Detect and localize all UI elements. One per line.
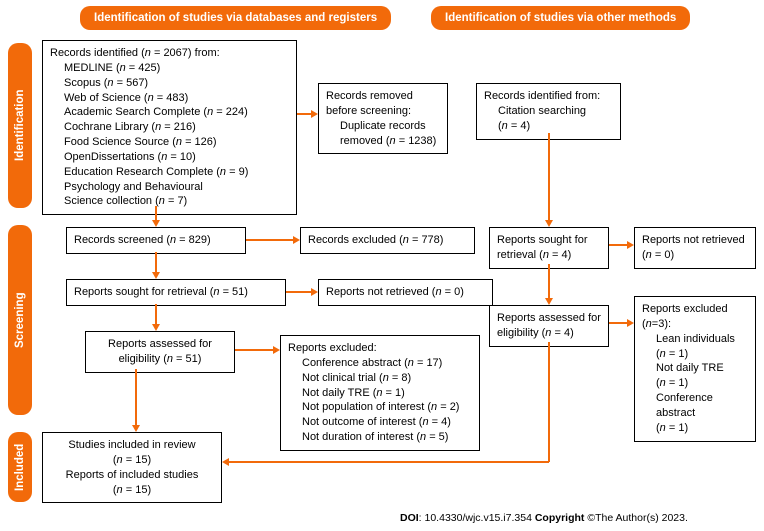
arrow-head xyxy=(293,236,300,244)
arrow xyxy=(609,244,627,246)
arrow xyxy=(548,342,550,462)
box-citation: Records identified from: Citation search… xyxy=(476,83,621,140)
arrow-head xyxy=(152,272,160,279)
arrow xyxy=(246,239,293,241)
box-records-identified: Records identified (n = 2067) from: MEDL… xyxy=(42,40,297,215)
box-included: Studies included in review (n = 15) Repo… xyxy=(42,432,222,503)
arrow-head xyxy=(222,458,229,466)
box-excluded-main: Reports excluded: Conference abstract (n… xyxy=(280,335,480,451)
arrow-head xyxy=(627,241,634,249)
arrow xyxy=(286,291,311,293)
arrow-head xyxy=(273,346,280,354)
arrow-head xyxy=(545,220,553,227)
arrow xyxy=(135,369,137,425)
arrow-head xyxy=(627,319,634,327)
arrow xyxy=(548,133,550,220)
box-assessed4: Reports assessed for eligibility (n = 4) xyxy=(489,305,609,347)
arrow xyxy=(155,252,157,272)
box-sought51: Reports sought for retrieval (n = 51) xyxy=(66,279,286,306)
box-sought4: Reports sought for retrieval (n = 4) xyxy=(489,227,609,269)
arrow-head xyxy=(311,110,318,118)
arrow-head xyxy=(152,220,160,227)
arrow xyxy=(155,206,157,220)
arrow xyxy=(235,349,273,351)
side-included: Included xyxy=(8,432,32,502)
box-excluded778: Records excluded (n = 778) xyxy=(300,227,475,254)
side-identification: Identification xyxy=(8,43,32,208)
box-excluded3: Reports excluded (n=3): Lean individuals… xyxy=(634,296,756,442)
arrow-head xyxy=(132,425,140,432)
box-notret0: Reports not retrieved (n = 0) xyxy=(318,279,493,306)
arrow-head xyxy=(545,298,553,305)
box-records-removed: Records removed before screening: Duplic… xyxy=(318,83,448,154)
box-screened: Records screened (n = 829) xyxy=(66,227,246,254)
arrow xyxy=(548,264,550,298)
arrow xyxy=(297,113,311,115)
box-assessed51: Reports assessed for eligibility (n = 51… xyxy=(85,331,235,373)
box-notret0b: Reports not retrieved (n = 0) xyxy=(634,227,756,269)
arrow xyxy=(155,304,157,324)
footer-doi: DOI: 10.4330/wjc.v15.i7.354 Copyright ©T… xyxy=(400,512,688,524)
arrow xyxy=(609,322,627,324)
arrow xyxy=(229,461,549,463)
arrow-head xyxy=(152,324,160,331)
arrow-head xyxy=(311,288,318,296)
header-other: Identification of studies via other meth… xyxy=(431,6,690,30)
side-screening: Screening xyxy=(8,225,32,415)
header-databases: Identification of studies via databases … xyxy=(80,6,391,30)
